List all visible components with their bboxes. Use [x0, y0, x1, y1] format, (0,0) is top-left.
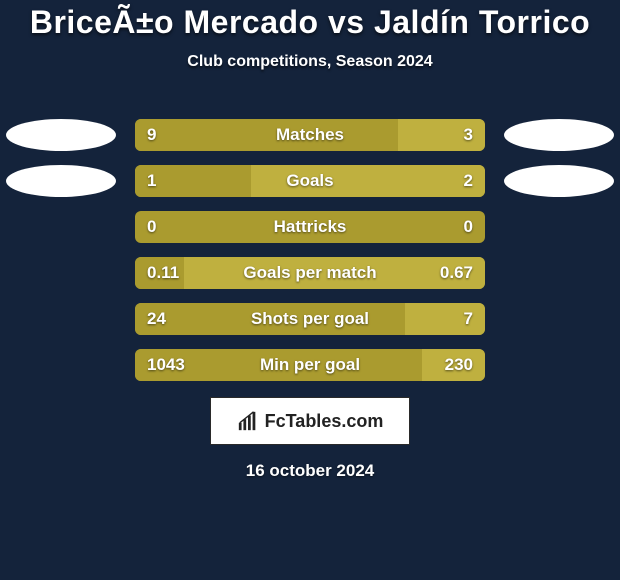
- stat-bar-left: [135, 257, 184, 289]
- stat-row: Hattricks0 0: [0, 211, 620, 243]
- stat-bar-left: [135, 303, 405, 335]
- stat-label: Hattricks: [135, 217, 485, 237]
- stat-bar-right: [251, 165, 486, 197]
- stat-row: Goals per match0.110.67: [0, 257, 620, 289]
- brand-logo-box: FcTables.com: [210, 397, 410, 445]
- player-avatar-left: [6, 165, 116, 197]
- stat-bar-track: Goals per match0.110.67: [135, 257, 485, 289]
- comparison-infographic: BriceÃ±o Mercado vs Jaldín Torrico Club …: [0, 0, 620, 580]
- stat-bar-track: Goals12: [135, 165, 485, 197]
- stat-bar-right: [184, 257, 485, 289]
- page-subtitle: Club competitions, Season 2024: [0, 53, 620, 71]
- stat-bar-track: Min per goal1043230: [135, 349, 485, 381]
- stat-row: Matches93: [0, 119, 620, 151]
- footer-date: 16 october 2024: [0, 461, 620, 481]
- stat-value-right: 0: [464, 217, 473, 237]
- stat-bar-left: [135, 349, 422, 381]
- stat-row: Goals12: [0, 165, 620, 197]
- stat-bar-left: [135, 119, 398, 151]
- stat-bar-track: Shots per goal247: [135, 303, 485, 335]
- stat-bar-track: Matches93: [135, 119, 485, 151]
- bar-chart-icon: [237, 410, 259, 432]
- stat-row: Shots per goal247: [0, 303, 620, 335]
- stat-bar-right: [405, 303, 486, 335]
- page-title: BriceÃ±o Mercado vs Jaldín Torrico: [0, 4, 620, 41]
- player-avatar-right: [504, 119, 614, 151]
- player-avatar-left: [6, 119, 116, 151]
- brand-name: FcTables.com: [265, 411, 384, 432]
- stat-rows: Matches93 Goals12 Hattricks0 0 Goals per mat…: [0, 119, 620, 381]
- stat-bar-right: [398, 119, 486, 151]
- stat-bar-left: [135, 165, 251, 197]
- stat-bar-track: Hattricks0 0: [135, 211, 485, 243]
- stat-row: Min per goal1043230: [0, 349, 620, 381]
- player-avatar-right: [504, 165, 614, 197]
- stat-value-left: 0: [147, 217, 156, 237]
- stat-bar-right: [422, 349, 485, 381]
